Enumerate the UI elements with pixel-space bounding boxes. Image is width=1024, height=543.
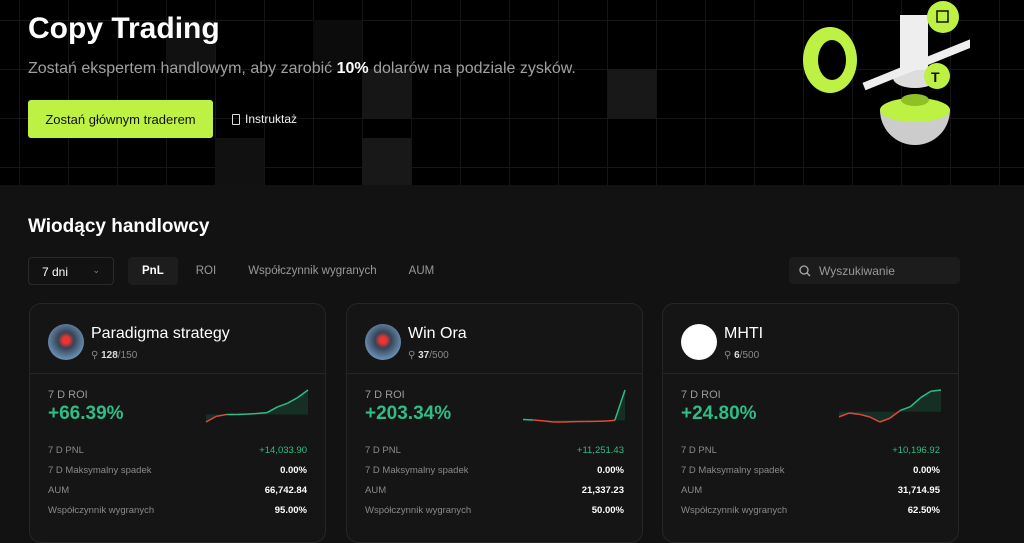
- stat-label: 7 D PNL: [48, 445, 84, 456]
- search-input[interactable]: Wyszukiwanie: [789, 257, 960, 284]
- stat-label: AUM: [365, 485, 386, 496]
- trader-name[interactable]: Win Ora: [408, 325, 467, 343]
- stat-row: Współczynnik wygranych 50.00%: [365, 505, 624, 516]
- trader-name[interactable]: MHTI: [724, 325, 763, 343]
- stat-row: AUM 21,337.23: [365, 485, 624, 496]
- stat-row: 7 D Maksymalny spadek 0.00%: [48, 465, 307, 476]
- sparkline-segment: [247, 414, 257, 415]
- stat-label: AUM: [681, 485, 702, 496]
- roi-value: +66.39%: [48, 403, 124, 425]
- trader-card[interactable]: Win Ora ⚲ 37/500 7 D ROI +203.34% 7 D PN…: [346, 303, 643, 543]
- stat-label: 7 D PNL: [365, 445, 401, 456]
- stat-label: Współczynnik wygranych: [681, 505, 787, 516]
- trader-name[interactable]: Paradigma strategy: [91, 325, 230, 343]
- roi-label: 7 D ROI: [365, 389, 405, 401]
- stat-value: 0.00%: [597, 465, 624, 476]
- roi-value: +203.34%: [365, 403, 451, 425]
- followers-count: ⚲ 6/500: [724, 350, 759, 361]
- tutorial-link[interactable]: Instruktaż: [232, 112, 297, 126]
- stat-label: 7 D PNL: [681, 445, 717, 456]
- users-icon: ⚲: [408, 350, 415, 361]
- followers-count: ⚲ 128/150: [91, 350, 137, 361]
- stat-label: Współczynnik wygranych: [48, 505, 154, 516]
- stat-value: 0.00%: [913, 465, 940, 476]
- trader-header: MHTI ⚲ 6/500: [663, 304, 958, 374]
- stat-row: 7 D PNL +14,033.90: [48, 445, 307, 456]
- sort-tabs: PnL ROI Współczynnik wygranych AUM: [128, 257, 448, 285]
- avatar[interactable]: [681, 324, 717, 360]
- page-title: Copy Trading: [28, 12, 220, 46]
- roi-sparkline: [522, 386, 626, 426]
- stat-value: +11,251.43: [577, 445, 624, 456]
- stat-label: Współczynnik wygranych: [365, 505, 471, 516]
- stat-row: AUM 31,714.95: [681, 485, 940, 496]
- trader-card[interactable]: MHTI ⚲ 6/500 7 D ROI +24.80% 7 D PNL +10,…: [662, 303, 959, 543]
- avatar[interactable]: [48, 324, 84, 360]
- sparkline-area: [523, 390, 625, 422]
- stat-value: 31,714.95: [898, 485, 940, 496]
- chevron-down-icon: ⌄: [92, 265, 100, 277]
- section-title: Wiodący handlowcy: [28, 216, 209, 238]
- copy-trading-illustration: T: [790, 0, 970, 150]
- trader-header: Win Ora ⚲ 37/500: [347, 304, 642, 374]
- roi-sparkline: [838, 386, 942, 426]
- stat-row: 7 D Maksymalny spadek 0.00%: [681, 465, 940, 476]
- stat-label: AUM: [48, 485, 69, 496]
- stat-value: 0.00%: [280, 465, 307, 476]
- roi-value: +24.80%: [681, 403, 757, 425]
- stat-row: 7 D PNL +11,251.43: [365, 445, 624, 456]
- hero-banner: Copy Trading Zostań ekspertem handlowym,…: [0, 0, 1024, 185]
- stat-label: 7 D Maksymalny spadek: [365, 465, 468, 476]
- tab-roi[interactable]: ROI: [182, 257, 230, 285]
- hero-subtitle: Zostań ekspertem handlowym, aby zarobić …: [28, 60, 576, 78]
- stat-value: 95.00%: [275, 505, 307, 516]
- stat-label: 7 D Maksymalny spadek: [681, 465, 784, 476]
- roi-label: 7 D ROI: [681, 389, 721, 401]
- stat-row: Współczynnik wygranych 62.50%: [681, 505, 940, 516]
- svg-text:T: T: [931, 69, 940, 85]
- tab-pnl[interactable]: PnL: [128, 257, 178, 285]
- stat-value: 50.00%: [592, 505, 624, 516]
- sparkline-segment: [523, 419, 533, 420]
- trader-header: Paradigma strategy ⚲ 128/150: [30, 304, 325, 374]
- book-icon: [232, 114, 240, 125]
- roi-sparkline: [205, 386, 309, 426]
- stat-value: +14,033.90: [259, 445, 307, 456]
- stat-row: 7 D PNL +10,196.92: [681, 445, 940, 456]
- sparkline-segment: [533, 420, 543, 421]
- stat-value: 66,742.84: [265, 485, 307, 496]
- followers-count: ⚲ 37/500: [408, 350, 449, 361]
- tab-win-rate[interactable]: Współczynnik wygranych: [234, 257, 390, 285]
- trader-card[interactable]: Paradigma strategy ⚲ 128/150 7 D ROI +66…: [29, 303, 326, 543]
- period-dropdown[interactable]: 7 dni⌄: [28, 257, 114, 285]
- users-icon: ⚲: [91, 350, 98, 361]
- tab-aum[interactable]: AUM: [395, 257, 449, 285]
- become-lead-trader-button[interactable]: Zostań głównym traderem: [28, 100, 213, 138]
- stat-row: 7 D Maksymalny spadek 0.00%: [365, 465, 624, 476]
- avatar[interactable]: [365, 324, 401, 360]
- search-icon: [799, 265, 811, 277]
- sparkline-area: [206, 390, 308, 422]
- stat-row: AUM 66,742.84: [48, 485, 307, 496]
- stat-label: 7 D Maksymalny spadek: [48, 465, 151, 476]
- stat-value: 62.50%: [908, 505, 940, 516]
- stat-value: 21,337.23: [582, 485, 624, 496]
- stat-row: Współczynnik wygranych 95.00%: [48, 505, 307, 516]
- stat-value: +10,196.92: [892, 445, 940, 456]
- sparkline-segment: [257, 413, 267, 414]
- roi-label: 7 D ROI: [48, 389, 88, 401]
- users-icon: ⚲: [724, 350, 731, 361]
- sparkline-segment: [605, 420, 615, 421]
